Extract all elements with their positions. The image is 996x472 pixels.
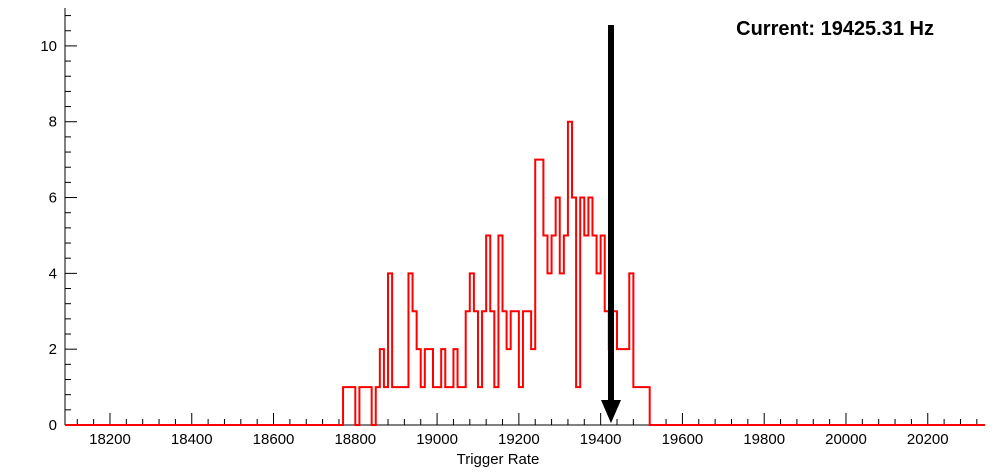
x-tick-label: 18600 [253, 431, 295, 448]
y-tick-label: 4 [49, 265, 57, 282]
x-tick-label: 19000 [416, 431, 458, 448]
current-rate-arrowhead [600, 399, 621, 424]
x-tick-label: 19200 [498, 431, 540, 448]
y-tick-label: 6 [49, 190, 57, 207]
x-tick-label: 20200 [907, 431, 949, 448]
x-tick-label: 18400 [171, 431, 213, 448]
x-tick-label: 18200 [89, 431, 131, 448]
axes: 18200 18400 18600 18800 19000 19200 19400 19600… [40, 8, 985, 448]
x-tick-label: 20000 [825, 431, 867, 448]
y-tick-label: 0 [49, 417, 57, 434]
histogram-series [65, 120, 985, 426]
y-tick-label: 2 [49, 341, 57, 358]
y-tick-label: 8 [49, 114, 57, 131]
current-rate-annotation: Current: 19425.31 Hz [736, 18, 934, 40]
x-tick-label: 19600 [662, 431, 704, 448]
x-tick-label: 18800 [334, 431, 376, 448]
x-tick-label: 19400 [580, 431, 622, 448]
y-tick-label: 10 [40, 38, 57, 55]
x-tick-label: 19800 [743, 431, 785, 448]
x-axis-title: Trigger Rate [456, 451, 540, 468]
